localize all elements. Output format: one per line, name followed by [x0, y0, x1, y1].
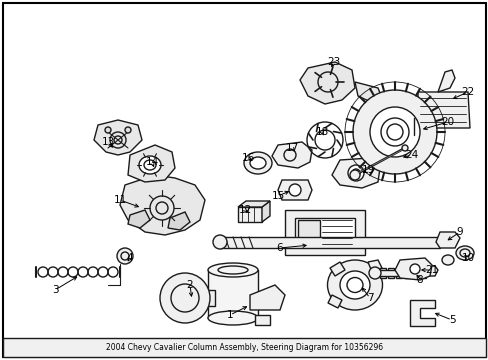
Polygon shape: [435, 232, 459, 248]
Text: 8: 8: [416, 275, 423, 285]
Ellipse shape: [207, 263, 258, 277]
Ellipse shape: [327, 260, 382, 310]
Ellipse shape: [249, 157, 265, 169]
Text: 2004 Chevy Cavalier Column Assembly, Steering Diagram for 10356296: 2004 Chevy Cavalier Column Assembly, Ste…: [106, 343, 382, 352]
Ellipse shape: [207, 311, 258, 325]
Text: 7: 7: [366, 293, 372, 303]
Text: 18: 18: [315, 127, 328, 137]
Text: 24: 24: [405, 150, 418, 160]
Polygon shape: [329, 262, 345, 276]
Polygon shape: [262, 201, 269, 222]
Polygon shape: [327, 295, 341, 308]
Polygon shape: [120, 175, 204, 235]
Polygon shape: [220, 237, 439, 248]
Polygon shape: [238, 207, 262, 222]
Text: 17: 17: [285, 143, 298, 153]
Polygon shape: [395, 268, 401, 278]
Polygon shape: [184, 290, 215, 306]
Text: 3: 3: [52, 285, 58, 295]
Ellipse shape: [455, 246, 473, 260]
Polygon shape: [394, 258, 431, 280]
Text: 1: 1: [226, 310, 233, 320]
Polygon shape: [354, 82, 381, 104]
Polygon shape: [379, 268, 385, 278]
Ellipse shape: [441, 255, 453, 265]
Text: 13: 13: [101, 137, 114, 147]
Text: 9: 9: [456, 227, 462, 237]
Polygon shape: [207, 270, 258, 318]
Ellipse shape: [139, 156, 161, 174]
Text: 15: 15: [271, 191, 284, 201]
Text: 6: 6: [276, 243, 283, 253]
Polygon shape: [294, 218, 354, 247]
Circle shape: [160, 273, 209, 323]
Polygon shape: [367, 260, 381, 272]
Text: 23: 23: [326, 57, 340, 67]
Circle shape: [105, 127, 111, 133]
Circle shape: [125, 127, 131, 133]
Circle shape: [352, 90, 436, 174]
Text: 11: 11: [113, 195, 126, 205]
Polygon shape: [387, 268, 393, 278]
Polygon shape: [128, 210, 150, 228]
Circle shape: [368, 267, 380, 279]
Polygon shape: [411, 268, 417, 278]
Polygon shape: [285, 210, 364, 255]
Circle shape: [288, 184, 301, 196]
Text: 19: 19: [361, 165, 374, 175]
Polygon shape: [128, 145, 175, 182]
Text: 4: 4: [126, 253, 133, 263]
Ellipse shape: [176, 306, 194, 314]
Polygon shape: [331, 158, 379, 188]
Polygon shape: [419, 268, 425, 278]
Polygon shape: [254, 315, 269, 325]
Circle shape: [213, 235, 226, 249]
Polygon shape: [417, 92, 469, 128]
Polygon shape: [403, 268, 409, 278]
Ellipse shape: [244, 152, 271, 174]
Text: 5: 5: [448, 315, 454, 325]
Polygon shape: [409, 300, 434, 326]
Polygon shape: [168, 212, 190, 230]
Polygon shape: [271, 142, 311, 168]
Polygon shape: [94, 120, 142, 155]
Polygon shape: [374, 270, 424, 276]
Polygon shape: [421, 266, 437, 276]
Circle shape: [369, 107, 419, 157]
Circle shape: [347, 165, 363, 181]
Circle shape: [117, 248, 133, 264]
Bar: [3, 338, 485, 357]
Ellipse shape: [339, 271, 369, 299]
Polygon shape: [238, 201, 269, 207]
Text: 20: 20: [441, 117, 454, 127]
Polygon shape: [297, 220, 319, 245]
Polygon shape: [437, 70, 454, 92]
Circle shape: [349, 170, 359, 180]
Text: 21: 21: [425, 265, 438, 275]
Polygon shape: [278, 180, 311, 200]
Text: 14: 14: [145, 157, 158, 167]
Text: 22: 22: [461, 87, 474, 97]
Text: 2: 2: [186, 280, 193, 290]
Polygon shape: [249, 285, 285, 310]
Polygon shape: [299, 62, 354, 104]
Text: 16: 16: [241, 153, 254, 163]
Circle shape: [401, 145, 407, 151]
Text: 12: 12: [238, 205, 251, 215]
Polygon shape: [387, 98, 417, 118]
Text: 10: 10: [461, 253, 473, 263]
Circle shape: [409, 264, 419, 274]
